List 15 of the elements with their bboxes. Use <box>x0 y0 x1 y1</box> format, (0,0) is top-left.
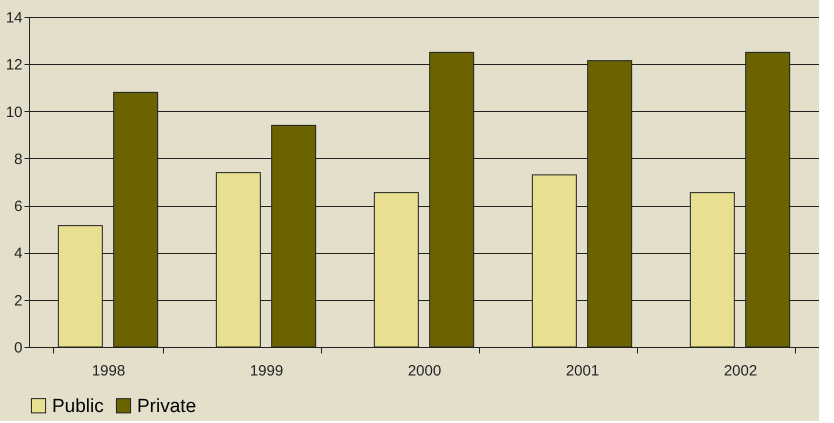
legend-label: Public <box>52 396 104 417</box>
x-tick-label: 2001 <box>566 362 600 380</box>
legend-label: Private <box>137 396 196 417</box>
y-tick-label: 10 <box>6 104 22 121</box>
y-tick-label: 6 <box>14 198 22 216</box>
x-tick-label: 2002 <box>724 362 758 380</box>
x-tick-label: 2000 <box>408 362 442 380</box>
x-tick-label: 1999 <box>250 362 284 380</box>
y-tick-label: 8 <box>14 150 22 168</box>
y-tick-label: 2 <box>14 292 22 310</box>
y-tick-label: 14 <box>6 10 22 26</box>
y-tick-label: 12 <box>6 56 22 74</box>
y-tick-label: 0 <box>14 340 22 356</box>
x-tick-label: 1998 <box>92 362 126 380</box>
y-tick-label: 4 <box>14 245 22 262</box>
